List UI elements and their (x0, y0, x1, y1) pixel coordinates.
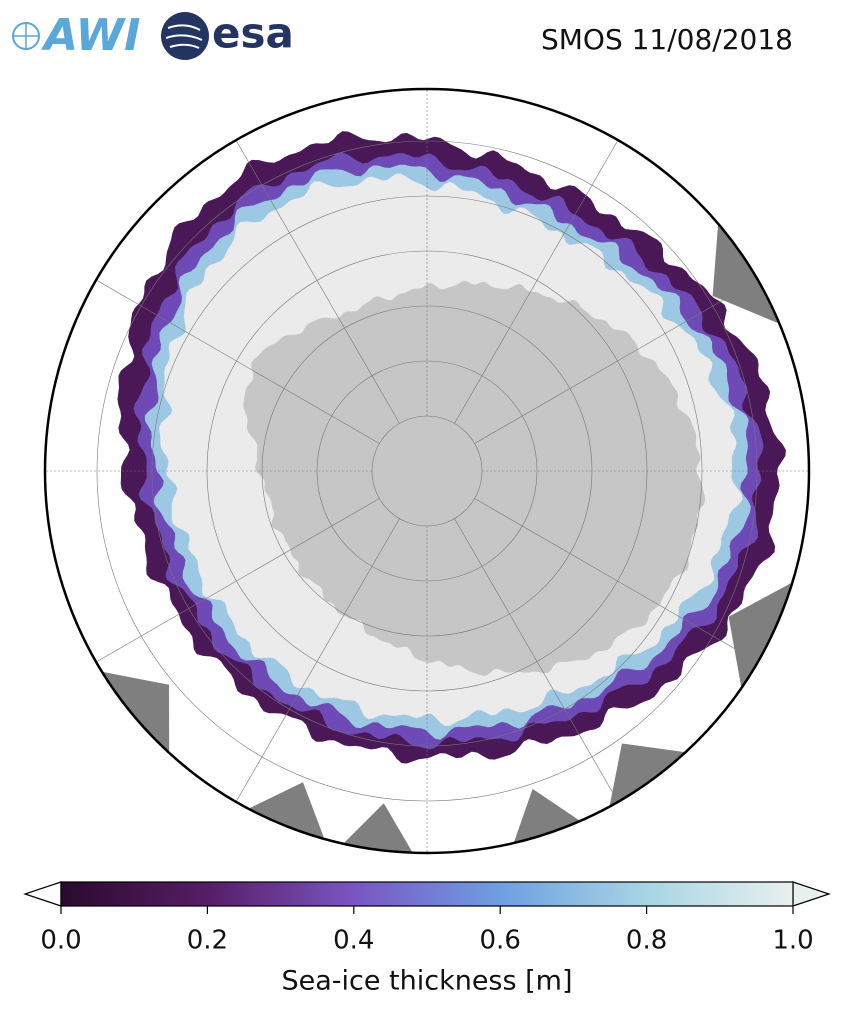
colorbar-tick-label: 0.2 (187, 926, 228, 956)
graticule-meridian (226, 124, 400, 424)
data-gap (239, 782, 328, 849)
awi-logo: AWI (12, 10, 141, 61)
data-gap (510, 788, 588, 852)
graticule-meridian (474, 498, 774, 672)
colorbar-tick-label: 0.4 (333, 926, 374, 956)
graticule-meridian (454, 124, 628, 424)
colorbar-gradient (60, 881, 794, 907)
colorbar-tick-label: 0.6 (480, 926, 521, 956)
colorbar-tick-label: 1.0 (772, 926, 813, 956)
graticule-meridian (80, 270, 380, 444)
graticule-meridian (226, 518, 400, 818)
colorbar-label: Sea-ice thickness [m] (281, 966, 572, 997)
esa-logo-text: esa (212, 9, 294, 58)
title: SMOS 11/08/2018 (541, 23, 793, 56)
esa-logo: esa (161, 9, 294, 60)
awi-logo-text: AWI (41, 10, 141, 61)
graticule-circle (96, 140, 758, 802)
graticule-meridian (454, 518, 628, 818)
graticule-meridian (80, 498, 380, 672)
antarctica (243, 280, 706, 676)
colorbar-tick-label: 0.0 (40, 926, 81, 956)
graticule-circle (316, 360, 538, 582)
data-gap (91, 669, 170, 764)
colorbar (23, 881, 831, 907)
colorbar-tick-label: 0.8 (626, 926, 667, 956)
map-frame (43, 87, 811, 855)
map (45, 89, 809, 853)
